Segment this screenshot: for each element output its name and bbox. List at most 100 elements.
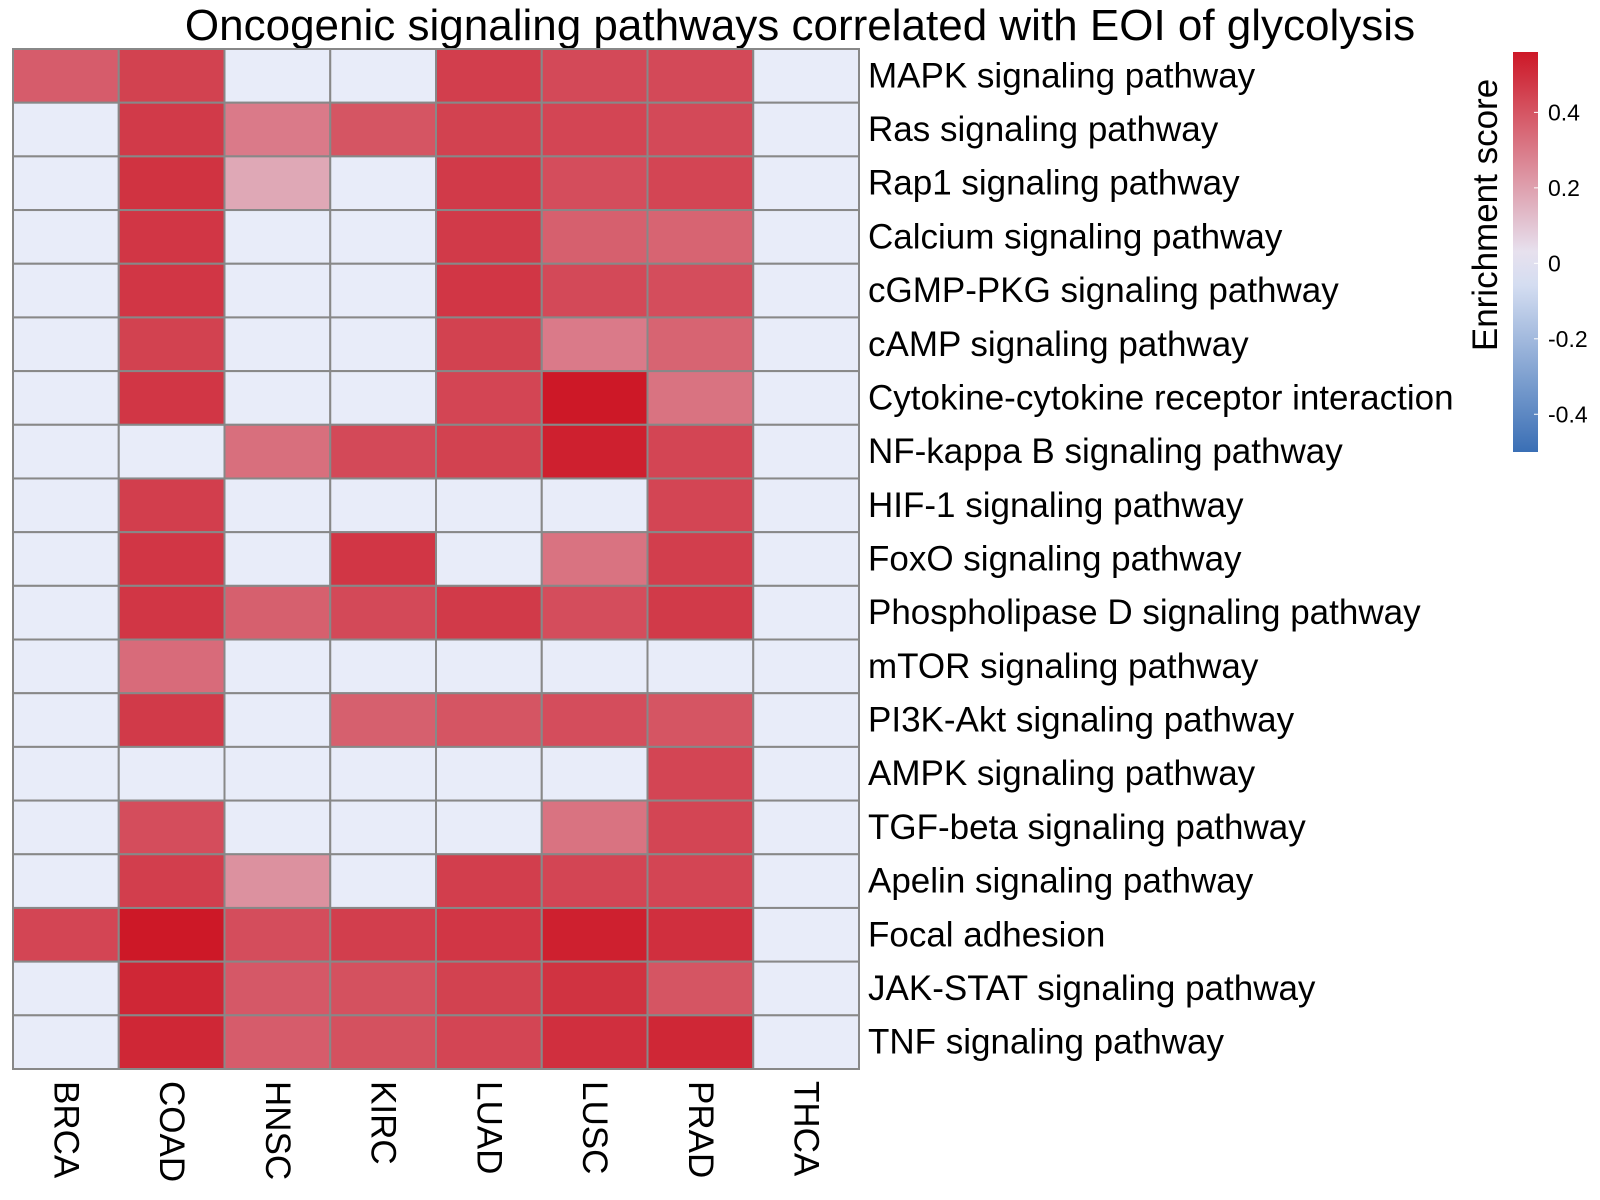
column-label: THCA xyxy=(787,1081,826,1177)
heatmap-cell xyxy=(646,316,755,373)
heatmap-cell xyxy=(12,584,120,641)
heatmap-cell xyxy=(435,370,543,426)
heatmap-cell xyxy=(752,1014,860,1071)
legend-tick-label: 0.4 xyxy=(1548,99,1580,125)
heatmap-cell xyxy=(540,906,649,963)
column-label: LUAD xyxy=(469,1081,508,1174)
heatmap-cell xyxy=(646,745,755,802)
heatmap-cell xyxy=(117,906,226,963)
chart-title: Oncogenic signaling pathways correlated … xyxy=(185,1,1415,50)
heatmap-cell xyxy=(435,316,543,373)
heatmap-cell xyxy=(435,638,543,695)
heatmap-cell xyxy=(752,209,860,265)
heatmap-cell xyxy=(223,799,332,856)
heatmap-cell xyxy=(540,262,649,319)
heatmap-cell xyxy=(223,745,332,802)
heatmap-cell xyxy=(12,316,120,373)
heatmap-cell xyxy=(752,853,860,909)
heatmap-cell xyxy=(435,48,543,104)
heatmap-cell xyxy=(435,906,543,963)
heatmap-cell xyxy=(435,209,543,265)
heatmap-cell xyxy=(329,692,437,748)
row-label: PI3K-Akt signaling pathway xyxy=(868,701,1295,740)
heatmap-cell xyxy=(435,799,543,856)
heatmap-cell xyxy=(223,262,332,319)
heatmap-cell xyxy=(540,316,649,373)
heatmap-cell xyxy=(540,853,649,909)
heatmap-cell xyxy=(329,906,437,963)
row-label: TGF-beta signaling pathway xyxy=(868,808,1306,847)
heatmap-cell xyxy=(12,423,120,480)
heatmap-cell xyxy=(435,584,543,641)
row-label: cAMP signaling pathway xyxy=(868,325,1249,364)
heatmap-cell xyxy=(223,477,332,534)
heatmap-cell xyxy=(435,477,543,534)
heatmap-cell xyxy=(540,692,649,748)
column-label: BRCA xyxy=(46,1081,85,1179)
heatmap-cell xyxy=(646,48,755,104)
heatmap-cell xyxy=(12,531,120,587)
heatmap-cell xyxy=(540,745,649,802)
heatmap-cell xyxy=(329,48,437,104)
row-label: Apelin signaling pathway xyxy=(868,862,1254,901)
heatmap-cell xyxy=(752,584,860,641)
heatmap-cell xyxy=(435,423,543,480)
heatmap-cell xyxy=(329,531,437,587)
heatmap-cell xyxy=(752,799,860,856)
legend-color-bar xyxy=(1513,52,1538,452)
heatmap-cell xyxy=(752,477,860,534)
row-label: Calcium signaling pathway xyxy=(868,217,1283,256)
legend-title: Enrichment score xyxy=(1466,79,1505,351)
heatmap-cell xyxy=(435,262,543,319)
heatmap-cell xyxy=(12,477,120,534)
heatmap-cell xyxy=(329,370,437,426)
row-label: mTOR signaling pathway xyxy=(868,647,1259,686)
heatmap-cell xyxy=(752,906,860,963)
heatmap-cell xyxy=(223,531,332,587)
heatmap-cell xyxy=(12,692,120,748)
row-label: FoxO signaling pathway xyxy=(868,540,1242,579)
heatmap-cell xyxy=(752,531,860,587)
heatmap-cell xyxy=(329,155,437,212)
heatmap-cell xyxy=(223,638,332,695)
heatmap-cell xyxy=(752,262,860,319)
heatmap-cell xyxy=(329,745,437,802)
heatmap-cell xyxy=(540,48,649,104)
heatmap-cell xyxy=(329,1014,437,1071)
heatmap-cell xyxy=(117,423,226,480)
heatmap-cell xyxy=(117,960,226,1017)
heatmap-cell xyxy=(329,799,437,856)
heatmap-cell xyxy=(646,101,755,158)
row-label: HIF-1 signaling pathway xyxy=(868,486,1244,525)
row-labels: MAPK signaling pathway Ras signaling path… xyxy=(868,56,1454,1061)
heatmap-cell xyxy=(117,745,226,802)
heatmap-cell xyxy=(117,209,226,265)
heatmap-cell xyxy=(223,209,332,265)
heatmap-cell xyxy=(646,960,755,1017)
heatmap-cell xyxy=(12,853,120,909)
heatmap-cell xyxy=(752,48,860,104)
heatmap-cell xyxy=(752,638,860,695)
legend-tick-label: 0.2 xyxy=(1548,175,1580,201)
legend-ticks: 0.4 0.2 0 -0.2 -0.4 xyxy=(1534,99,1588,427)
heatmap-cell xyxy=(12,745,120,802)
row-label: NF-kappa B signaling pathway xyxy=(868,432,1343,471)
heatmap-cell xyxy=(646,262,755,319)
heatmap-cell xyxy=(540,1014,649,1071)
heatmap-cell xyxy=(329,209,437,265)
heatmap-cell xyxy=(117,155,226,212)
heatmap-cell xyxy=(12,799,120,856)
heatmap-cell xyxy=(12,960,120,1017)
heatmap-cell xyxy=(435,155,543,212)
heatmap-cell xyxy=(646,638,755,695)
row-label: Cytokine-cytokine receptor interaction xyxy=(868,378,1454,417)
heatmap-cell xyxy=(117,101,226,158)
heatmap-cell xyxy=(646,692,755,748)
heatmap-cell xyxy=(435,960,543,1017)
heatmap-cell xyxy=(752,370,860,426)
heatmap-cell xyxy=(646,155,755,212)
row-label: MAPK signaling pathway xyxy=(868,56,1256,95)
heatmap-cell xyxy=(117,262,226,319)
heatmap-cell xyxy=(329,262,437,319)
